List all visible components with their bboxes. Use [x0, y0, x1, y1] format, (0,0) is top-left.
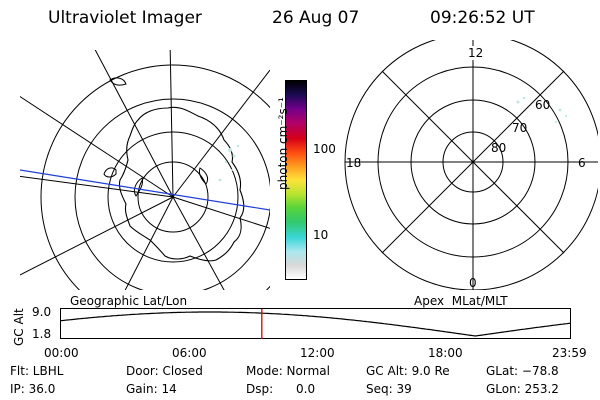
track-line [20, 169, 270, 211]
footer-door: Door: Closed [126, 364, 203, 378]
geographic-polar-map [20, 50, 270, 290]
lon-line [20, 175, 174, 198]
lon-line [94, 50, 174, 198]
mlt-line [381, 70, 565, 254]
footer-sequence: Seq: 39 [366, 382, 412, 396]
altitude-plot [60, 308, 572, 339]
coastline-icon [103, 167, 117, 178]
coastline-icon [109, 77, 127, 86]
footer-geo-latitude: GLat: −78.8 [486, 364, 559, 378]
altitude-ytick-1.8: 1.8 [32, 327, 52, 341]
observation-date: 26 Aug 07 [272, 8, 360, 28]
footer-gain: Gain: 14 [126, 382, 177, 396]
xtick-0600: 06:00 [172, 346, 207, 360]
lon-line [172, 196, 270, 229]
mlat-label-80: 80 [491, 141, 507, 155]
lon-line [169, 50, 174, 198]
footer-filter: Flt: LBHL [10, 364, 64, 378]
mlt-label-12: 12 [468, 46, 484, 60]
altitude-ytick-9: 9.0 [32, 305, 52, 319]
mlat-label-60: 60 [535, 98, 551, 112]
xtick-0000: 00:00 [44, 346, 79, 360]
lon-line [124, 196, 174, 290]
geographic-caption: Geographic Lat/Lon [70, 294, 188, 308]
colorbar-unit-label: photon cm⁻²s⁻¹ [276, 97, 290, 190]
mlt-label-6: 6 [578, 156, 586, 170]
colorbar-tick-10: 10 [313, 228, 329, 242]
coastline-icon [118, 106, 245, 262]
lon-line [172, 196, 225, 290]
xtick-1200: 12:00 [300, 346, 335, 360]
coastline-icon [199, 167, 209, 185]
lat-circle [137, 161, 209, 233]
instrument-title: Ultraviolet Imager [48, 8, 202, 28]
lon-line [20, 196, 174, 276]
footer-geo-longitude: GLon: 253.2 [486, 382, 559, 396]
altitude-ylabel: GC Alt [12, 308, 26, 346]
footer-ip: IP: 36.0 [10, 382, 56, 396]
colorbar [285, 80, 307, 280]
lat-circle [74, 98, 270, 290]
footer-dsp: Dsp: 0.0 [246, 382, 316, 396]
mlat-label-70: 70 [512, 121, 528, 135]
observation-time: 09:26:52 UT [430, 8, 535, 28]
mlt-label-0: 0 [469, 276, 477, 290]
xtick-2359: 23:59 [552, 346, 587, 360]
footer-mode: Mode: Normal [246, 364, 330, 378]
lon-line [20, 95, 174, 198]
mlt-label-18: 18 [346, 156, 362, 170]
footer-gc-altitude: GC Alt: 9.0 Re [366, 364, 450, 378]
lat-circle [40, 64, 270, 290]
lat-circle [107, 131, 239, 263]
xtick-1800: 18:00 [428, 346, 463, 360]
altitude-curve [60, 311, 572, 337]
altitude-plot-frame [60, 308, 571, 339]
colorbar-tick-100: 100 [313, 142, 336, 156]
apex-mlat-mlt-map [344, 40, 598, 290]
coastline-icon [133, 177, 143, 197]
apex-caption: Apex MLat/MLT [414, 294, 508, 308]
